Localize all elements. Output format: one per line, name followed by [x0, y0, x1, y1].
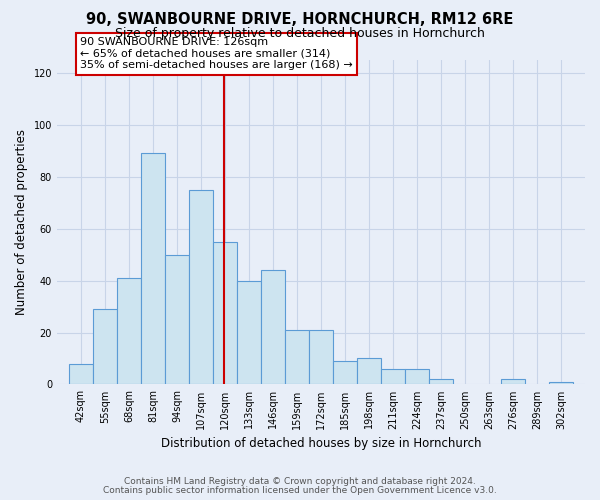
Text: 90 SWANBOURNE DRIVE: 126sqm
← 65% of detached houses are smaller (314)
35% of se: 90 SWANBOURNE DRIVE: 126sqm ← 65% of det…: [80, 37, 353, 70]
Bar: [69, 364, 93, 384]
Bar: [117, 278, 141, 384]
Bar: [405, 369, 429, 384]
Y-axis label: Number of detached properties: Number of detached properties: [15, 129, 28, 315]
Bar: [333, 361, 357, 384]
Bar: [189, 190, 213, 384]
Bar: [141, 154, 165, 384]
Bar: [237, 280, 261, 384]
Bar: [165, 254, 189, 384]
Bar: [357, 358, 381, 384]
Bar: [93, 309, 117, 384]
Text: 90, SWANBOURNE DRIVE, HORNCHURCH, RM12 6RE: 90, SWANBOURNE DRIVE, HORNCHURCH, RM12 6…: [86, 12, 514, 28]
Bar: [429, 379, 453, 384]
Bar: [309, 330, 333, 384]
Bar: [381, 369, 405, 384]
Bar: [501, 379, 525, 384]
X-axis label: Distribution of detached houses by size in Hornchurch: Distribution of detached houses by size …: [161, 437, 481, 450]
Text: Contains public sector information licensed under the Open Government Licence v3: Contains public sector information licen…: [103, 486, 497, 495]
Bar: [549, 382, 573, 384]
Bar: [261, 270, 285, 384]
Bar: [285, 330, 309, 384]
Text: Contains HM Land Registry data © Crown copyright and database right 2024.: Contains HM Land Registry data © Crown c…: [124, 477, 476, 486]
Bar: [213, 242, 237, 384]
Text: Size of property relative to detached houses in Hornchurch: Size of property relative to detached ho…: [115, 28, 485, 40]
